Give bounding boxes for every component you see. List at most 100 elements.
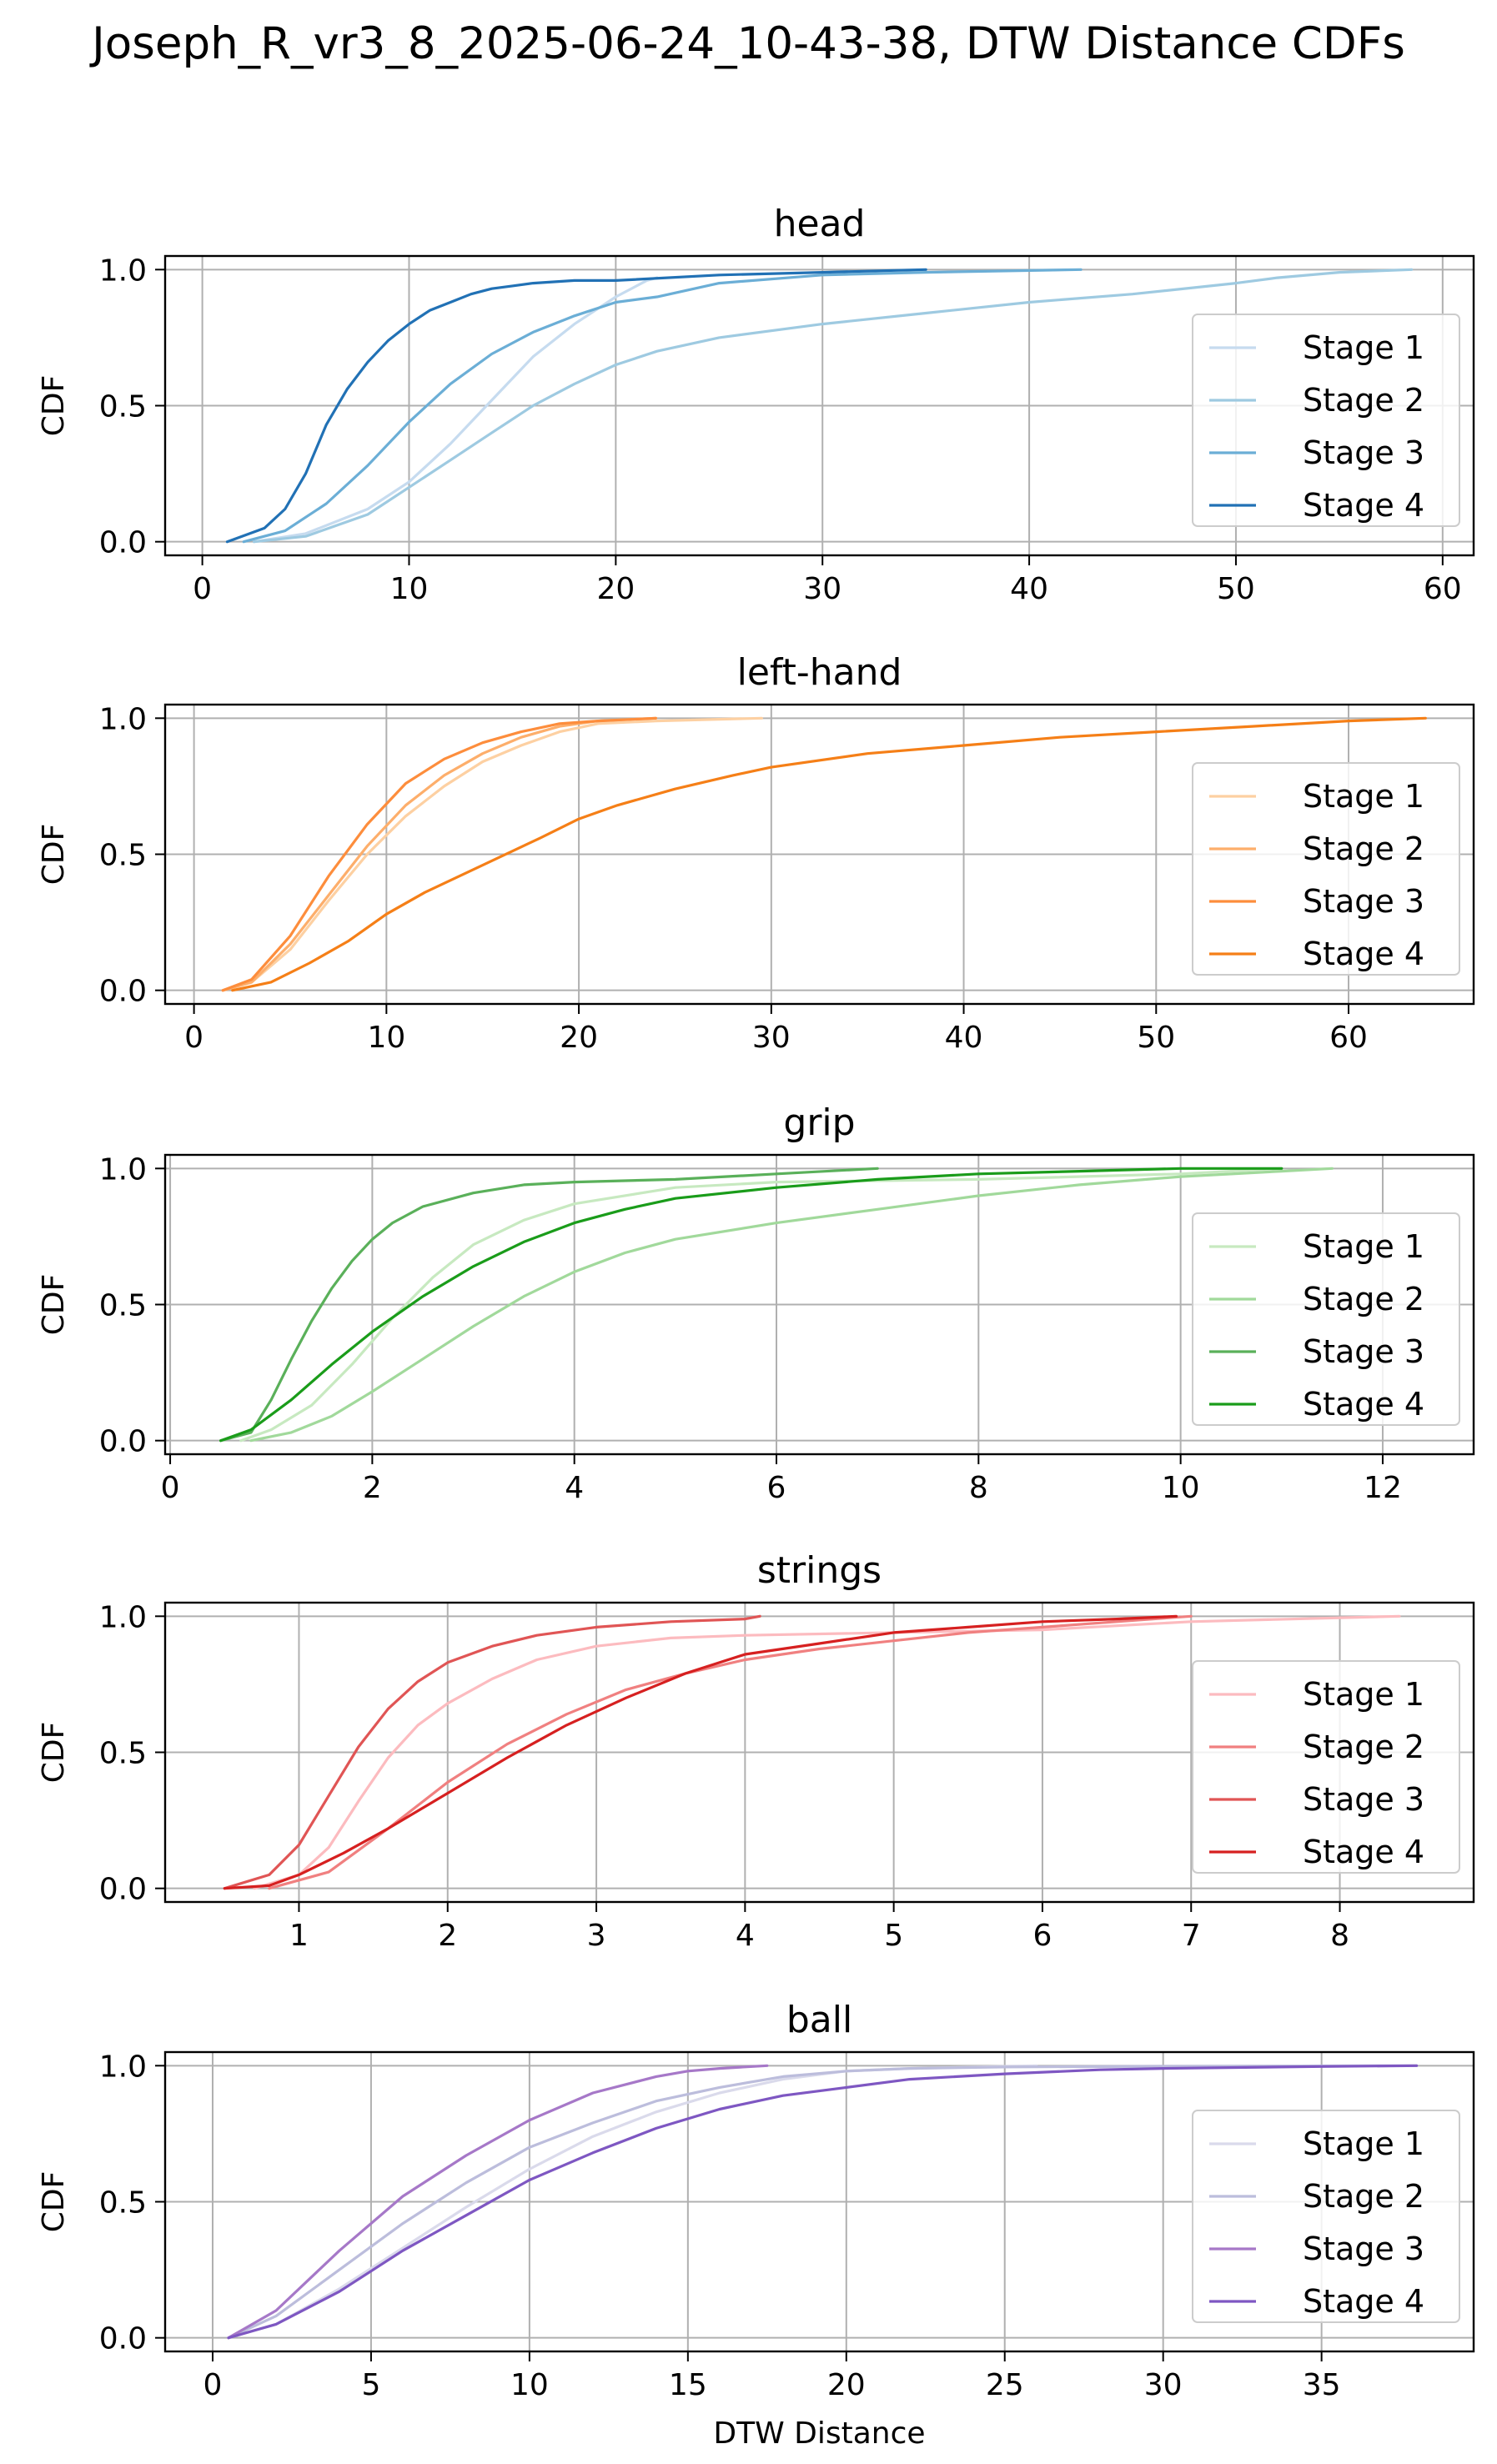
- panel-title: left-hand: [737, 651, 902, 694]
- legend-box: [1192, 1212, 1460, 1426]
- x-tick-label: 60: [1329, 1021, 1368, 1055]
- x-tick-label: 30: [803, 572, 841, 606]
- x-tick-label: 7: [1182, 1919, 1201, 1953]
- x-tick-label: 8: [969, 1471, 988, 1505]
- x-tick-label: 5: [361, 2368, 380, 2402]
- x-tick-label: 30: [1144, 2368, 1183, 2402]
- legend-label: Stage 2: [1303, 831, 1424, 867]
- legend-label: Stage 4: [1303, 1834, 1424, 1870]
- y-axis-label: CDF: [37, 375, 71, 437]
- x-axis-label: DTW Distance: [713, 2416, 925, 2451]
- series-line-stage-1: [239, 1167, 1284, 1443]
- legend-label: Stage 4: [1303, 1386, 1424, 1423]
- legend-label: Stage 4: [1303, 936, 1424, 972]
- x-tick-label: 12: [1364, 1471, 1402, 1505]
- x-tick-label: 50: [1217, 572, 1255, 606]
- legend-label: Stage 3: [1303, 1333, 1424, 1370]
- x-tick-label: 25: [986, 2368, 1024, 2402]
- series-line-stage-3: [223, 1614, 761, 1890]
- legend: Stage 1 Stage 2 Stage 3 Stage 4: [1192, 1212, 1460, 1426]
- x-tick-label: 10: [367, 1021, 405, 1055]
- x-tick-label: 10: [1162, 1471, 1200, 1505]
- series-line-stage-4: [231, 716, 1427, 992]
- x-tick-label: 60: [1424, 572, 1462, 606]
- x-tick-label: 10: [390, 572, 429, 606]
- x-tick-label: 5: [884, 1919, 903, 1953]
- x-tick-label: 40: [1010, 572, 1048, 606]
- y-axis-label: CDF: [37, 1274, 71, 1336]
- panel-title: grip: [783, 1102, 855, 1144]
- y-tick-label: 1.0: [99, 1152, 147, 1187]
- y-axis-label: CDF: [37, 1722, 71, 1784]
- x-tick-label: 0: [161, 1471, 180, 1505]
- y-tick-label: 0.5: [99, 2186, 147, 2221]
- figure-title: Joseph_R_vr3_8_2025-06-24_10-43-38, DTW …: [92, 18, 1405, 69]
- x-tick-label: 15: [669, 2368, 707, 2402]
- legend-label: Stage 3: [1303, 2231, 1424, 2267]
- x-tick-label: 30: [752, 1021, 791, 1055]
- legend-label: Stage 1: [1303, 1228, 1424, 1265]
- y-axis-label: CDF: [37, 824, 71, 886]
- x-tick-label: 10: [510, 2368, 549, 2402]
- series-line-stage-2: [221, 716, 657, 992]
- legend-box: [1192, 314, 1460, 527]
- x-tick-label: 50: [1137, 1021, 1175, 1055]
- legend-label: Stage 3: [1303, 1781, 1424, 1818]
- y-tick-label: 1.0: [99, 2050, 147, 2084]
- legend-label: Stage 2: [1303, 382, 1424, 419]
- legend: Stage 1 Stage 2 Stage 3 Stage 4: [1192, 314, 1460, 527]
- legend-label: Stage 2: [1303, 2178, 1424, 2215]
- y-tick-label: 1.0: [99, 253, 147, 288]
- x-tick-label: 0: [184, 1021, 203, 1055]
- x-tick-label: 20: [560, 1021, 598, 1055]
- x-tick-label: 6: [1032, 1919, 1052, 1953]
- x-tick-label: 35: [1303, 2368, 1341, 2402]
- x-tick-label: 20: [596, 572, 635, 606]
- legend-label: Stage 4: [1303, 487, 1424, 524]
- y-tick-label: 0.5: [99, 839, 147, 873]
- series-line-stage-1: [221, 716, 763, 992]
- x-tick-label: 8: [1330, 1919, 1349, 1953]
- series-line-stage-4: [223, 1614, 1178, 1890]
- x-tick-label: 0: [193, 572, 212, 606]
- legend-label: Stage 1: [1303, 1676, 1424, 1713]
- y-tick-label: 1.0: [99, 702, 147, 736]
- y-tick-label: 1.0: [99, 1600, 147, 1634]
- x-tick-label: 2: [438, 1919, 457, 1953]
- legend-label: Stage 3: [1303, 883, 1424, 920]
- x-tick-label: 4: [736, 1919, 755, 1953]
- legend: Stage 1 Stage 2 Stage 3 Stage 4: [1192, 2110, 1460, 2323]
- legend-label: Stage 2: [1303, 1729, 1424, 1765]
- x-tick-label: 1: [289, 1919, 309, 1953]
- series-line-stage-2: [249, 1167, 1334, 1443]
- legend: Stage 1 Stage 2 Stage 3 Stage 4: [1192, 762, 1460, 976]
- legend-box: [1192, 2110, 1460, 2323]
- legend: Stage 1 Stage 2 Stage 3 Stage 4: [1192, 1660, 1460, 1874]
- panel-left-hand: left-hand 0 10 20 30 40 50 60 0.0 0.5 1.0 CDF Stage …: [37, 651, 1475, 1055]
- series-line-stage-3: [219, 1167, 879, 1443]
- x-tick-label: 6: [767, 1471, 786, 1505]
- y-tick-label: 0.5: [99, 1289, 147, 1323]
- y-tick-label: 0.0: [99, 975, 147, 1009]
- x-tick-label: 4: [565, 1471, 584, 1505]
- series-line-stage-4: [227, 2064, 1419, 2340]
- panel-title: ball: [786, 1999, 852, 2041]
- x-tick-label: 20: [827, 2368, 866, 2402]
- series-line-stage-2: [253, 268, 1414, 544]
- y-tick-label: 0.5: [99, 1737, 147, 1771]
- series-line-stage-1: [253, 1614, 1401, 1890]
- y-tick-label: 0.5: [99, 390, 147, 424]
- legend-label: Stage 2: [1303, 1281, 1424, 1317]
- y-tick-label: 0.0: [99, 2322, 147, 2356]
- series-line-stage-1: [253, 276, 659, 544]
- series-line-stage-3: [227, 2064, 769, 2340]
- legend-label: Stage 3: [1303, 434, 1424, 471]
- panel-ball: ball 0 5 10 15 20 25 30 35 0.0 0.5 1.0 CDF DTW Distan…: [37, 1999, 1475, 2451]
- legend-box: [1192, 762, 1460, 976]
- legend-box: [1192, 1660, 1460, 1874]
- y-tick-label: 0.0: [99, 1425, 147, 1459]
